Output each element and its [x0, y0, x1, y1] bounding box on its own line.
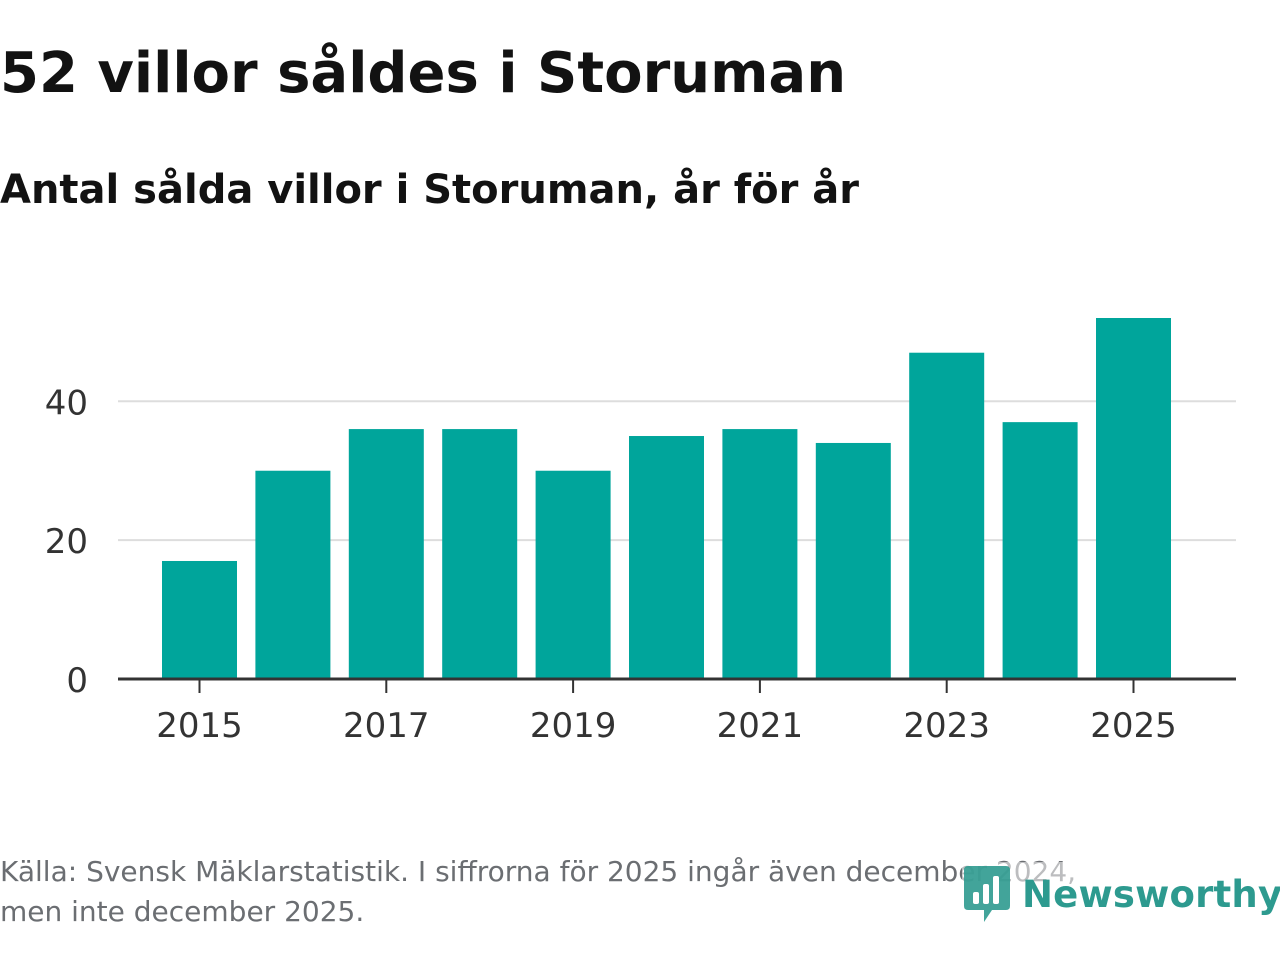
bar-2015 — [162, 560, 237, 679]
bar-2025 — [1096, 318, 1171, 679]
newsworthy-logo-icon — [962, 862, 1012, 928]
chart-title: 52 villor såldes i Storuman — [0, 41, 847, 106]
bar-2019 — [535, 470, 611, 679]
bar-2020 — [629, 436, 704, 679]
x-tick-label-2017: 2017 — [343, 706, 430, 746]
bar-2017 — [348, 429, 424, 679]
y-tick-label-0: 0 — [66, 661, 88, 701]
x-tick-label-2019: 2019 — [530, 706, 617, 746]
bar-2023 — [909, 352, 985, 679]
brand-logo: Newsworthy — [962, 862, 1280, 928]
axes: 0 20 40 2015 2017 2019 2021 2023 2025 — [45, 383, 1236, 746]
x-tick-label-2015: 2015 — [156, 706, 243, 746]
bar-2024 — [1002, 422, 1078, 679]
y-tick-label-40: 40 — [45, 383, 88, 423]
bars — [162, 318, 1171, 679]
chart-subtitle: Antal sålda villor i Storuman, år för år — [0, 167, 860, 213]
bar-2018 — [442, 429, 518, 679]
x-tick-label-2023: 2023 — [903, 706, 990, 746]
brand-name: Newsworthy — [1022, 873, 1280, 916]
bar-chart: 0 20 40 2015 2017 2019 2021 2023 2025 — [45, 318, 1236, 746]
bar-2022 — [815, 442, 891, 679]
bar-2021 — [722, 429, 798, 679]
source-footnote: Källa: Svensk Mäklarstatistik. I siffror… — [0, 852, 1200, 932]
footnote-line-1: Källa: Svensk Mäklarstatistik. I siffror… — [0, 855, 1077, 888]
x-tick-label-2025: 2025 — [1090, 706, 1177, 746]
y-tick-label-20: 20 — [45, 522, 88, 562]
x-tick-label-2021: 2021 — [717, 706, 804, 746]
bar-2016 — [255, 470, 331, 679]
footnote-line-2: men inte december 2025. — [0, 895, 365, 928]
